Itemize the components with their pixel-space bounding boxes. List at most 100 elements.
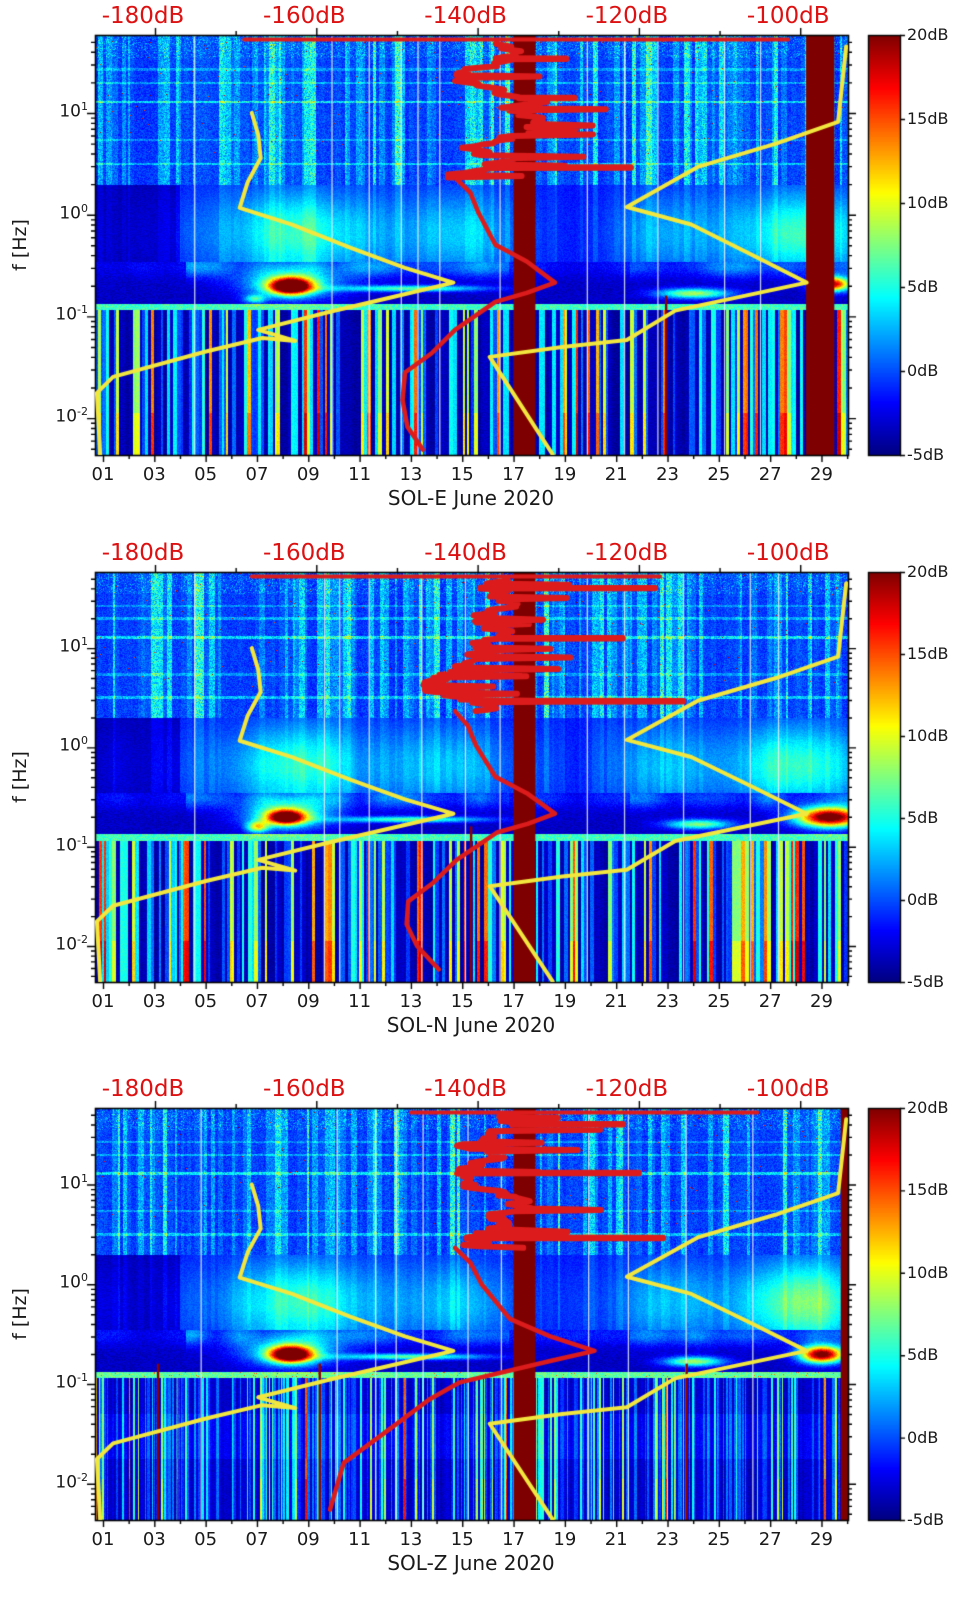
x-axis-tick-label: 15	[450, 991, 474, 1012]
y-tick-base: 10	[59, 736, 81, 757]
top-axis-tick-label: -160dB	[263, 1076, 346, 1102]
y-axis-tick-label: 100	[24, 202, 88, 224]
top-axis-tick-label: -100dB	[746, 3, 830, 29]
y-tick-base: 10	[55, 835, 78, 856]
top-axis-tick-label: -180dB	[101, 540, 185, 566]
top-axis-tick-label: -120dB	[585, 1076, 669, 1102]
x-axis-tick-label: 05	[194, 464, 218, 485]
x-axis-tick-label: 25	[707, 1529, 731, 1550]
x-axis-tick-label: 13	[399, 991, 423, 1012]
y-tick-base: 10	[59, 636, 81, 657]
x-axis-tick-label: 17	[502, 991, 525, 1012]
top-axis-tick-label: -120dB	[585, 540, 669, 566]
y-tick-exponent: -2	[77, 932, 88, 946]
colorbar-tick-label: -5dB	[907, 445, 945, 464]
y-tick-base: 10	[59, 1272, 81, 1293]
colorbar-tick-label: 10dB	[907, 1262, 949, 1282]
x-axis-tick-label: 01	[91, 1529, 115, 1550]
colorbar-tick-label: 5dB	[907, 808, 939, 827]
x-axis-tick-label: 07	[245, 1529, 269, 1550]
y-tick-base: 10	[55, 305, 78, 326]
y-axis-tick-label: 100	[24, 1271, 88, 1293]
x-axis-tick-label: 07	[245, 464, 269, 485]
x-axis-tick-label: 25	[707, 991, 731, 1012]
x-axis-tick-label: 15	[450, 1529, 474, 1550]
y-tick-base: 10	[55, 1472, 78, 1493]
x-axis-title: SOL-N June 2020	[386, 1013, 556, 1037]
colorbar-tick-label: 10dB	[907, 726, 949, 745]
top-axis-tick-label: -100dB	[746, 1076, 830, 1102]
x-axis-tick-label: 09	[296, 464, 320, 485]
colorbar-tick-label: 5dB	[907, 277, 939, 296]
x-axis-tick-label: 23	[656, 991, 679, 1012]
colorbar-tick-label: 0dB	[907, 890, 939, 909]
y-tick-exponent: 0	[81, 201, 88, 215]
y-tick-exponent: -2	[77, 405, 88, 419]
x-axis-tick-label: 09	[296, 991, 320, 1012]
y-tick-exponent: -1	[77, 833, 88, 847]
y-axis-title: f [Hz]	[9, 1288, 31, 1340]
y-tick-base: 10	[55, 1372, 78, 1393]
y-tick-exponent: 0	[81, 734, 88, 748]
colorbar-tick-label: 5dB	[907, 1345, 939, 1365]
x-axis-tick-label: 03	[142, 464, 166, 485]
y-tick-exponent: 1	[81, 100, 88, 113]
y-axis-title: f [Hz]	[9, 751, 31, 803]
y-tick-exponent: -1	[77, 303, 88, 317]
x-axis-tick-label: 13	[399, 464, 423, 485]
y-axis-tick-label: 100	[24, 734, 88, 756]
colorbar-tick-label: 20dB	[907, 562, 949, 581]
y-axis-tick-label: 10-1	[24, 303, 88, 325]
x-axis-tick-label: 01	[91, 991, 115, 1012]
y-tick-exponent: 0	[81, 1271, 88, 1285]
x-axis-tick-label: 15	[450, 464, 474, 485]
x-axis-tick-label: 19	[553, 464, 577, 485]
top-axis-tick-label: -140dB	[424, 3, 507, 29]
y-tick-base: 10	[55, 406, 78, 427]
x-axis-tick-label: 11	[348, 1529, 372, 1550]
x-axis-tick-label: 11	[348, 991, 372, 1012]
y-axis-tick-label: 101	[24, 100, 88, 122]
x-axis-tick-label: 25	[707, 464, 731, 485]
colorbar-tick-label: 20dB	[907, 1098, 949, 1117]
x-axis-tick-label: 13	[399, 1529, 423, 1550]
x-axis-tick-label: 21	[604, 991, 628, 1012]
x-axis-title: SOL-Z June 2020	[387, 1551, 555, 1575]
x-axis-tick-label: 21	[604, 464, 628, 485]
y-tick-exponent: -1	[77, 1371, 88, 1385]
y-axis-tick-label: 101	[24, 635, 88, 657]
colorbar-tick-label: 20dB	[907, 25, 949, 44]
y-tick-exponent: -2	[77, 1470, 88, 1484]
x-axis-tick-label: 19	[553, 991, 577, 1012]
top-axis-tick-label: -100dB	[746, 540, 830, 566]
x-axis-tick-label: 27	[758, 991, 782, 1012]
x-axis-title: SOL-E June 2020	[387, 486, 555, 510]
x-axis-tick-label: 23	[656, 1529, 679, 1550]
colorbar-tick-label: 10dB	[907, 193, 949, 212]
x-axis-tick-label: 07	[245, 991, 269, 1012]
y-tick-exponent: 1	[81, 635, 88, 649]
colorbar-tick-label: 0dB	[907, 1427, 939, 1447]
x-axis-tick-label: 03	[142, 991, 166, 1012]
colorbar-tick-label: -5dB	[907, 1510, 945, 1529]
x-axis-tick-label: 05	[194, 1529, 218, 1550]
x-axis-tick-label: 29	[810, 464, 833, 485]
colorbar-tick-label: 15dB	[907, 644, 949, 663]
y-tick-base: 10	[59, 101, 81, 122]
x-axis-tick-label: 21	[604, 1529, 628, 1550]
x-axis-tick-label: 27	[758, 1529, 782, 1550]
x-axis-tick-label: 29	[810, 991, 833, 1012]
x-axis-tick-label: 03	[142, 1529, 166, 1550]
top-axis-tick-label: -160dB	[263, 3, 346, 29]
top-axis-tick-label: -120dB	[585, 3, 669, 29]
x-axis-tick-label: 05	[194, 991, 218, 1012]
x-axis-tick-label: 29	[810, 1529, 833, 1550]
top-axis-tick-label: -140dB	[424, 1076, 507, 1102]
top-axis-tick-label: -180dB	[101, 1076, 185, 1102]
y-axis-tick-label: 10-1	[24, 1371, 88, 1393]
y-tick-exponent: 1	[81, 1171, 88, 1185]
colorbar-tick-label: 15dB	[907, 1180, 949, 1200]
x-axis-tick-label: 19	[553, 1529, 577, 1550]
